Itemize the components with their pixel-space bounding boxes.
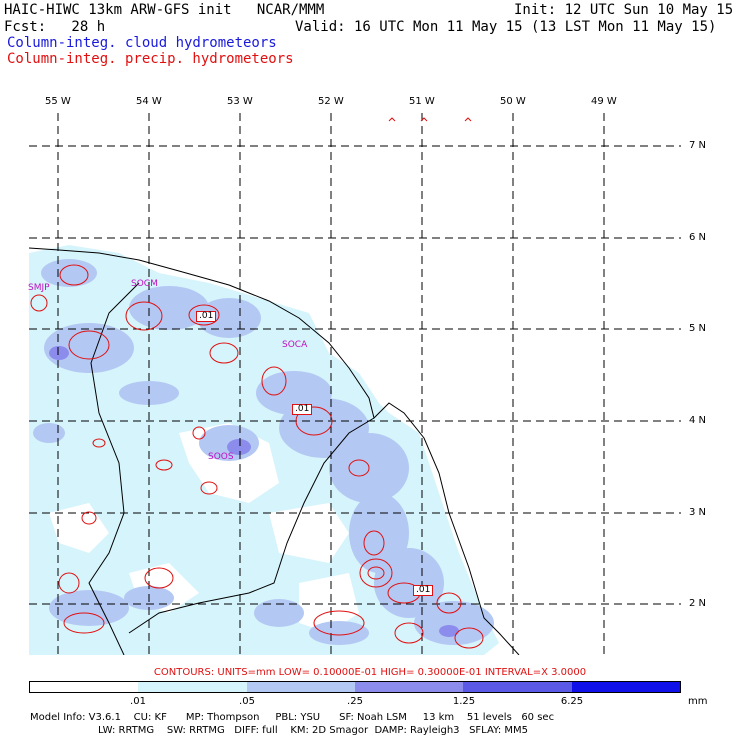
forecast-hour: Fcst: 28 h (4, 19, 106, 35)
lon-label-55w: 55 W (45, 96, 71, 107)
colorbar-segment (138, 682, 247, 692)
colorbar-segment (246, 682, 355, 692)
station-soos: SOOS (208, 452, 234, 462)
contour-label: .01 (292, 404, 313, 415)
init-time: Init: 12 UTC Sun 10 May 15 (514, 2, 734, 18)
map-panel (29, 113, 681, 655)
colorbar-label: 1.25 (452, 696, 476, 707)
colorbar-segment (30, 682, 139, 692)
station-soca: SOCA (282, 340, 308, 350)
colorbar-segment (354, 682, 464, 692)
model-info-line1: Model Info: V3.6.1 CU: KF MP: Thompson P… (30, 712, 555, 723)
color-legend (29, 681, 681, 693)
colorbar-label: .25 (347, 696, 363, 707)
lon-label-49w: 49 W (591, 96, 617, 107)
lon-label-54w: 54 W (136, 96, 162, 107)
colorbar-label: .05 (239, 696, 255, 707)
lon-label-53w: 53 W (227, 96, 253, 107)
precip-contours (30, 117, 484, 649)
colorbar-label: .01 (130, 696, 146, 707)
lat-label-2n: 2 N (689, 598, 707, 609)
colorbar-segment (571, 682, 680, 692)
lat-label-3n: 3 N (689, 507, 707, 518)
precip-shading-dense (49, 346, 459, 637)
lat-label-4n: 4 N (689, 415, 707, 426)
coastline (29, 247, 520, 655)
station-socm: SOCM (131, 279, 158, 289)
colorbar-unit: mm (688, 696, 708, 707)
header-title: HAIC-HIWC 13km ARW-GFS init NCAR/MMM (4, 2, 325, 18)
colorbar-label: 6.25 (560, 696, 584, 707)
contours-info: CONTOURS: UNITS=mm LOW= 0.10000E-01 HIGH… (153, 667, 587, 678)
field-cloud-label: Column-integ. cloud hydrometeors (7, 35, 277, 51)
lat-label-6n: 6 N (689, 232, 707, 243)
field-precip-label: Column-integ. precip. hydrometeors (7, 51, 294, 67)
lon-label-50w: 50 W (500, 96, 526, 107)
lat-label-7n: 7 N (689, 140, 707, 151)
model-info-line2: LW: RRTMG SW: RRTMG DIFF: full KM: 2D Sm… (98, 725, 528, 736)
lon-label-51w: 51 W (409, 96, 435, 107)
valid-time: Valid: 16 UTC Mon 11 May 15 (13 LST Mon … (295, 19, 717, 35)
station-smjp: SMJP (28, 283, 50, 293)
lat-label-5n: 5 N (689, 323, 707, 334)
contour-label: .01 (413, 585, 434, 596)
lon-label-52w: 52 W (318, 96, 344, 107)
colorbar-segment (463, 682, 572, 692)
contour-label: .01 (196, 311, 217, 322)
